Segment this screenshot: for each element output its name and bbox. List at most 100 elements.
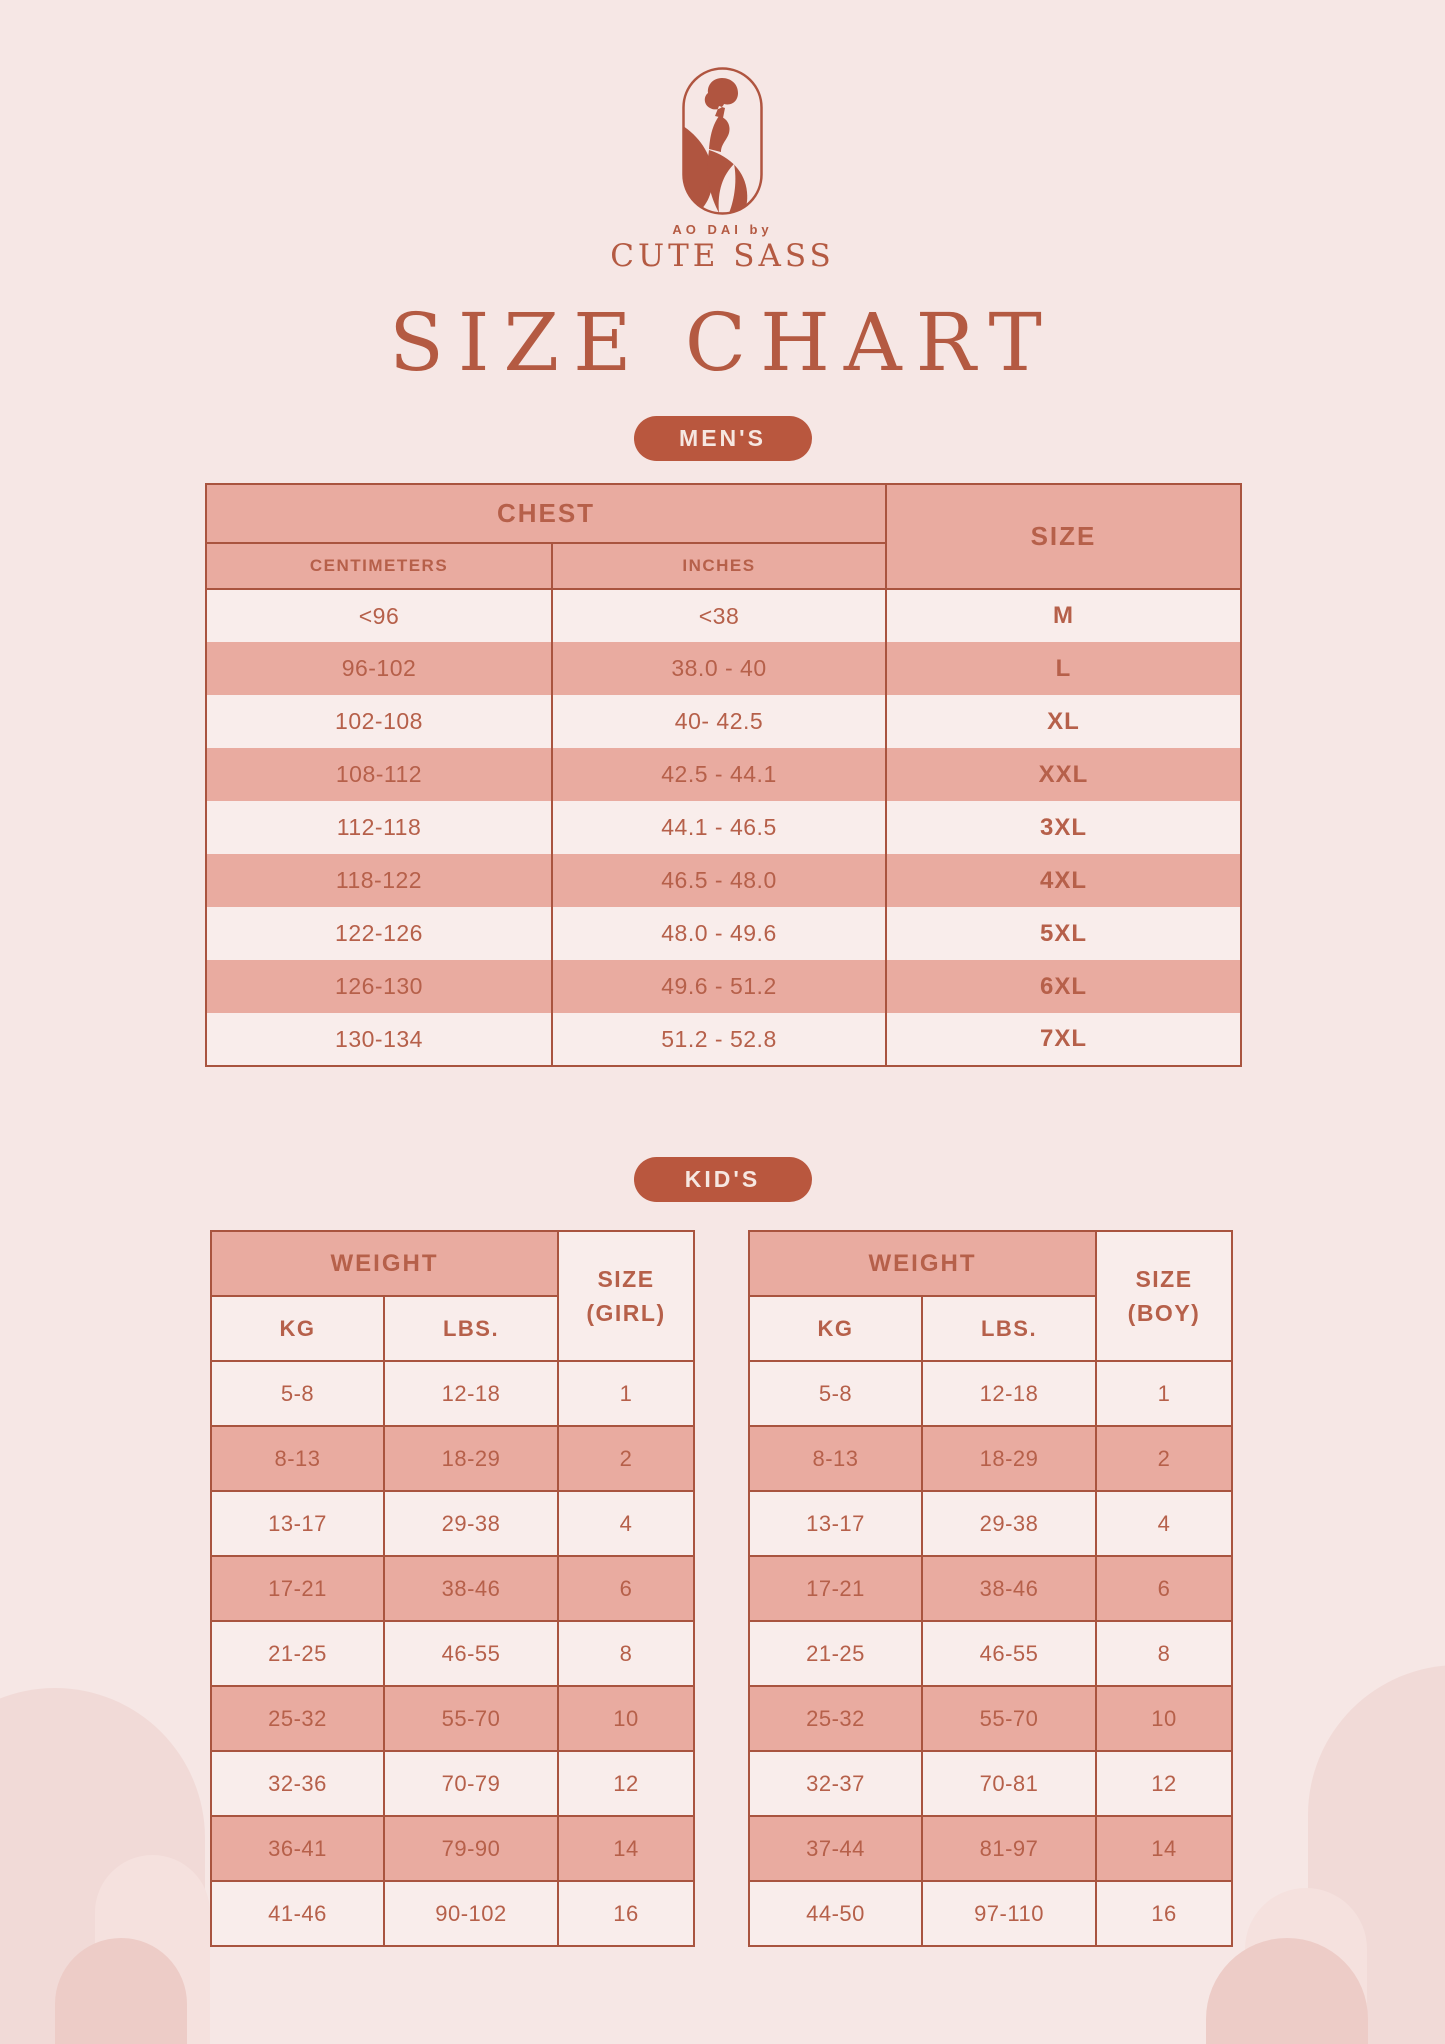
table-row: 5-8 12-18 1	[211, 1360, 694, 1426]
cell-kg: 8-13	[211, 1425, 384, 1491]
table-row: 32-37 70-81 12	[749, 1750, 1232, 1816]
cell-size: 4	[557, 1490, 694, 1556]
size-boy-header-line2: (BOY)	[1127, 1300, 1201, 1326]
cell-in: <38	[551, 589, 886, 642]
size-boy-header: SIZE (BOY)	[1095, 1231, 1232, 1362]
cell-size: 12	[1095, 1750, 1232, 1816]
cell-kg: 8-13	[749, 1425, 922, 1491]
cell-lbs: 29-38	[921, 1490, 1096, 1556]
cell-kg: 25-32	[211, 1685, 384, 1751]
cell-in: 40- 42.5	[551, 695, 886, 748]
table-row: 13-17 29-38 4	[211, 1490, 694, 1556]
table-row: 44-50 97-110 16	[749, 1880, 1232, 1946]
cell-size: 4	[1095, 1490, 1232, 1556]
cell-size: 2	[557, 1425, 694, 1491]
cell-lbs: 70-81	[921, 1750, 1096, 1816]
cell-kg: 17-21	[749, 1555, 922, 1621]
cell-size: 10	[1095, 1685, 1232, 1751]
table-row: 21-25 46-55 8	[211, 1620, 694, 1686]
lbs-header: LBS.	[921, 1296, 1096, 1362]
cell-in: 46.5 - 48.0	[551, 854, 886, 907]
cell-lbs: 70-79	[383, 1750, 558, 1816]
mens-size-table: CHEST SIZE CENTIMETERS INCHES <96 <38 M 96-…	[205, 483, 1242, 1067]
woman-ao-dai-logo-icon	[682, 67, 763, 215]
cell-lbs: 55-70	[383, 1685, 558, 1751]
size-girl-header: SIZE (GIRL)	[557, 1231, 694, 1362]
brand-name: CUTE SASS	[610, 238, 835, 274]
cell-cm: 130-134	[206, 1013, 552, 1066]
table-row: 96-102 38.0 - 40 L	[206, 642, 1241, 695]
table-row: 8-13 18-29 2	[211, 1425, 694, 1491]
cell-in: 38.0 - 40	[551, 642, 886, 695]
table-row: 130-134 51.2 - 52.8 7XL	[206, 1013, 1241, 1066]
cell-size: 16	[1095, 1880, 1232, 1946]
cell-lbs: 46-55	[921, 1620, 1096, 1686]
table-row: 17-21 38-46 6	[749, 1555, 1232, 1621]
cell-in: 44.1 - 46.5	[551, 801, 886, 854]
table-row: 5-8 12-18 1	[749, 1360, 1232, 1426]
cell-cm: 108-112	[206, 748, 552, 801]
cell-lbs: 29-38	[383, 1490, 558, 1556]
brand-tagline: AO DAI by	[672, 222, 773, 237]
table-row: 25-32 55-70 10	[211, 1685, 694, 1751]
cell-lbs: 81-97	[921, 1815, 1096, 1881]
table-row: 37-44 81-97 14	[749, 1815, 1232, 1881]
cell-size: 6XL	[885, 960, 1241, 1013]
cell-size: 8	[1095, 1620, 1232, 1686]
cell-size: XXL	[885, 748, 1241, 801]
cell-size: 6	[1095, 1555, 1232, 1621]
cell-size: 14	[557, 1815, 694, 1881]
background-arch-left-small	[55, 1938, 187, 2044]
table-row: 8-13 18-29 2	[749, 1425, 1232, 1491]
table-row: 122-126 48.0 - 49.6 5XL	[206, 907, 1241, 960]
cell-lbs: 12-18	[383, 1360, 558, 1426]
cell-kg: 32-36	[211, 1750, 384, 1816]
cell-lbs: 79-90	[383, 1815, 558, 1881]
mens-section-badge: MEN'S	[633, 416, 812, 461]
cell-kg: 21-25	[749, 1620, 922, 1686]
cell-lbs: 12-18	[921, 1360, 1096, 1426]
cell-kg: 44-50	[749, 1880, 922, 1946]
cell-cm: 102-108	[206, 695, 552, 748]
cell-cm: 126-130	[206, 960, 552, 1013]
cell-cm: 122-126	[206, 907, 552, 960]
cell-lbs: 46-55	[383, 1620, 558, 1686]
cell-size: 10	[557, 1685, 694, 1751]
cell-in: 51.2 - 52.8	[551, 1013, 886, 1066]
cell-in: 48.0 - 49.6	[551, 907, 886, 960]
table-row: 13-17 29-38 4	[749, 1490, 1232, 1556]
cell-kg: 21-25	[211, 1620, 384, 1686]
cell-size: 14	[1095, 1815, 1232, 1881]
cell-size: 4XL	[885, 854, 1241, 907]
cell-kg: 41-46	[211, 1880, 384, 1946]
weight-header: WEIGHT	[749, 1231, 1096, 1297]
kids-boy-size-table: WEIGHT SIZE (BOY) KG LBS. 5-8 12-18 1 8-13 1…	[748, 1230, 1233, 1947]
chest-header: CHEST	[206, 484, 886, 544]
cell-size: 1	[557, 1360, 694, 1426]
cell-size: M	[885, 589, 1241, 642]
cell-size: 7XL	[885, 1013, 1241, 1066]
table-row: 17-21 38-46 6	[211, 1555, 694, 1621]
table-row: <96 <38 M	[206, 589, 1241, 642]
kg-header: KG	[211, 1296, 384, 1362]
cell-in: 42.5 - 44.1	[551, 748, 886, 801]
cell-cm: 96-102	[206, 642, 552, 695]
table-row: 102-108 40- 42.5 XL	[206, 695, 1241, 748]
table-row: 41-46 90-102 16	[211, 1880, 694, 1946]
cell-lbs: 38-46	[383, 1555, 558, 1621]
cell-lbs: 97-110	[921, 1880, 1096, 1946]
cell-kg: 17-21	[211, 1555, 384, 1621]
cell-kg: 5-8	[211, 1360, 384, 1426]
size-boy-header-line1: SIZE	[1135, 1265, 1193, 1292]
table-row: 32-36 70-79 12	[211, 1750, 694, 1816]
cell-size: 1	[1095, 1360, 1232, 1426]
cell-kg: 13-17	[749, 1490, 922, 1556]
cell-kg: 13-17	[211, 1490, 384, 1556]
table-row: 108-112 42.5 - 44.1 XXL	[206, 748, 1241, 801]
cell-size: 16	[557, 1880, 694, 1946]
kids-girl-size-table: WEIGHT SIZE (GIRL) KG LBS. 5-8 12-18 1 8-13…	[210, 1230, 695, 1947]
cell-size: 5XL	[885, 907, 1241, 960]
table-row: 25-32 55-70 10	[749, 1685, 1232, 1751]
cell-lbs: 18-29	[921, 1425, 1096, 1491]
cell-cm: 112-118	[206, 801, 552, 854]
